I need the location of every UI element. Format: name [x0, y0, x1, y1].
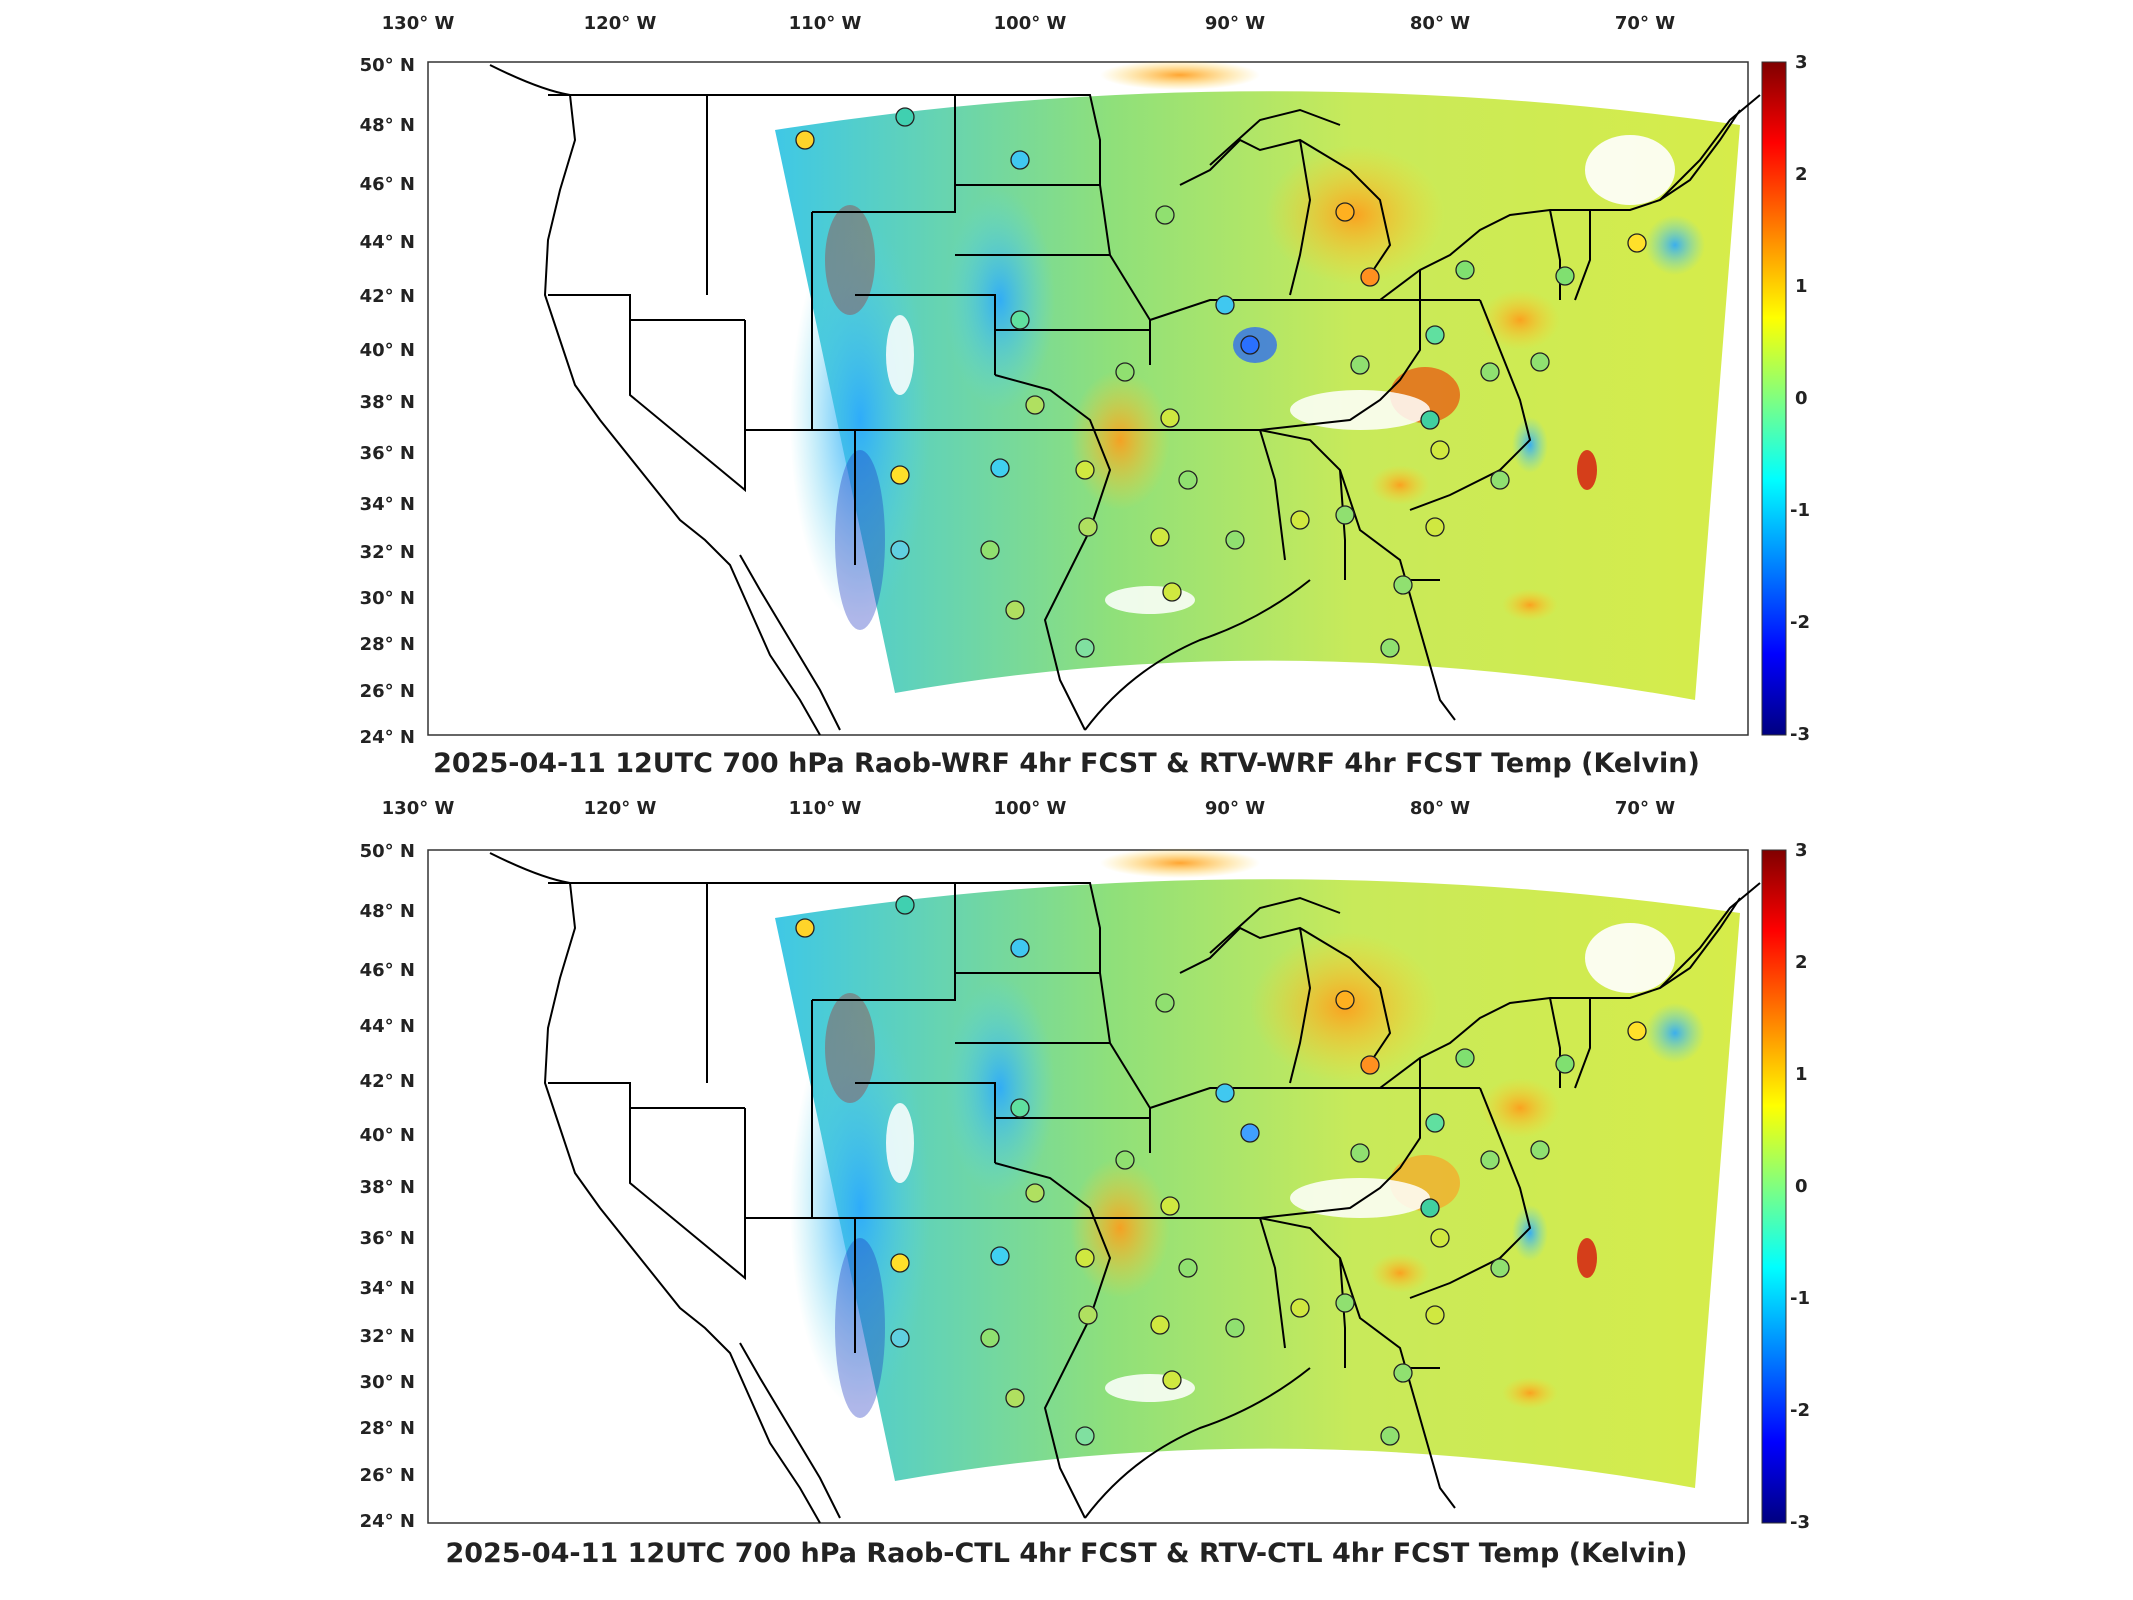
lat-label: 50° N — [360, 55, 415, 76]
lat-label: 30° N — [360, 1372, 415, 1393]
bottom-map: 130° W 120° W 110° W 100° W 90° W 80° W … — [360, 798, 1810, 1533]
lat-label: 42° N — [360, 1071, 415, 1092]
colorbar — [1761, 61, 1787, 736]
colorbar-tick: 3 — [1795, 52, 1808, 73]
bottom-panel: 130° W 120° W 110° W 100° W 90° W 80° W … — [0, 792, 2133, 1582]
lon-axis: 130° W 120° W 110° W 100° W 90° W 80° W … — [382, 798, 1676, 819]
top-panel: 130° W 120° W 110° W 100° W 90° W 80° W … — [0, 0, 2133, 790]
lat-label: 46° N — [360, 174, 415, 195]
lat-label: 46° N — [360, 960, 415, 981]
lon-label: 80° W — [1410, 798, 1470, 819]
lon-label: 100° W — [994, 13, 1067, 34]
lat-label: 38° N — [360, 1177, 415, 1198]
colorbar-ticks: 3 2 1 0 -1 -2 -3 — [1790, 52, 1810, 745]
lon-label: 130° W — [382, 798, 455, 819]
lat-label: 28° N — [360, 1418, 415, 1439]
top-map: 130° W 120° W 110° W 100° W 90° W 80° W … — [360, 13, 1810, 748]
lon-label: 100° W — [994, 798, 1067, 819]
lon-label: 70° W — [1615, 798, 1675, 819]
lon-label: 80° W — [1410, 13, 1470, 34]
lat-label: 50° N — [360, 841, 415, 862]
lat-axis: 50° N 48° N 46° N 44° N 42° N 40° N 38° … — [360, 841, 415, 1532]
lat-label: 42° N — [360, 286, 415, 307]
lat-label: 44° N — [360, 232, 415, 253]
lon-label: 110° W — [789, 798, 862, 819]
panel-title: 2025-04-11 12UTC 700 hPa Raob-CTL 4hr FC… — [445, 1538, 1688, 1569]
colorbar-tick: 1 — [1795, 276, 1808, 297]
lon-label: 120° W — [584, 798, 657, 819]
lat-label: 38° N — [360, 392, 415, 413]
colorbar-tick: -2 — [1790, 1400, 1810, 1421]
lat-label: 24° N — [360, 1511, 415, 1532]
lat-label: 44° N — [360, 1016, 415, 1037]
colorbar-tick: 0 — [1795, 388, 1808, 409]
lat-label: 24° N — [360, 727, 415, 745]
lon-label: 130° W — [382, 13, 455, 34]
colorbar-tick: -2 — [1790, 612, 1810, 633]
colorbar-tick: 2 — [1795, 164, 1808, 185]
coastlines-and-borders — [489, 852, 1761, 1524]
lat-label: 36° N — [360, 1228, 415, 1249]
lat-label: 32° N — [360, 542, 415, 563]
lat-label: 48° N — [360, 901, 415, 922]
lon-label: 110° W — [789, 13, 862, 34]
colorbar — [1761, 849, 1787, 1524]
colorbar-tick: -3 — [1790, 724, 1810, 745]
lat-label: 28° N — [360, 634, 415, 655]
lat-label: 30° N — [360, 588, 415, 609]
lon-label: 70° W — [1615, 13, 1675, 34]
colorbar-tick: 2 — [1795, 952, 1808, 973]
lat-label: 34° N — [360, 494, 415, 515]
lat-label: 48° N — [360, 115, 415, 136]
lon-axis: 130° W 120° W 110° W 100° W 90° W 80° W … — [382, 13, 1676, 34]
lon-label: 90° W — [1205, 13, 1265, 34]
lat-label: 32° N — [360, 1326, 415, 1347]
lon-label: 90° W — [1205, 798, 1265, 819]
lat-label: 26° N — [360, 1465, 415, 1486]
colorbar-tick: -1 — [1790, 500, 1810, 521]
lon-label: 120° W — [584, 13, 657, 34]
lat-label: 40° N — [360, 1125, 415, 1146]
colorbar-ticks: 3 2 1 0 -1 -2 -3 — [1790, 840, 1810, 1533]
panel-title: 2025-04-11 12UTC 700 hPa Raob-WRF 4hr FC… — [433, 748, 1700, 779]
raob-stations — [795, 895, 1647, 1446]
colorbar-tick: 0 — [1795, 1176, 1808, 1197]
colorbar-tick: -3 — [1790, 1512, 1810, 1533]
lat-label: 34° N — [360, 1278, 415, 1299]
raob-stations — [795, 107, 1647, 658]
lat-label: 40° N — [360, 340, 415, 361]
coastlines-and-borders — [489, 64, 1761, 736]
lat-label: 26° N — [360, 681, 415, 702]
colorbar-tick: -1 — [1790, 1288, 1810, 1309]
colorbar-tick: 3 — [1795, 840, 1808, 861]
colorbar-tick: 1 — [1795, 1064, 1808, 1085]
lat-label: 36° N — [360, 443, 415, 464]
lat-axis: 50° N 48° N 46° N 44° N 42° N 40° N 38° … — [360, 55, 415, 748]
